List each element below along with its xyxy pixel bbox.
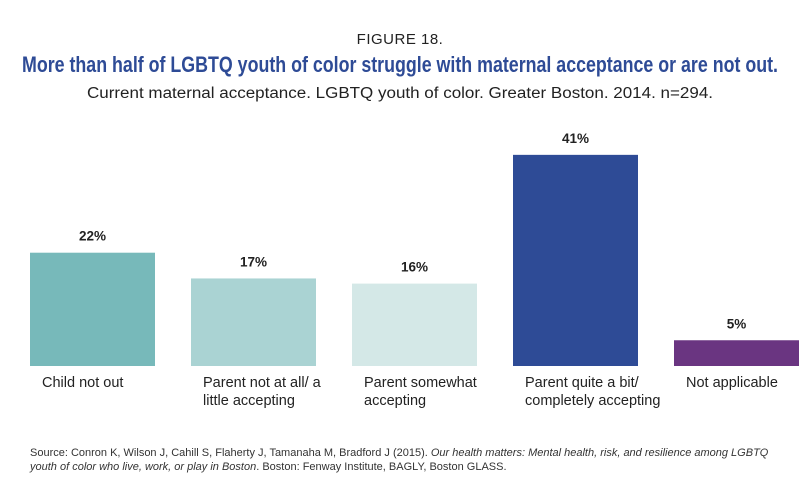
source-text: Source: Conron K, Wilson J, Cahill S, Fl… <box>30 447 431 459</box>
figure-label: FIGURE 18. <box>357 31 444 48</box>
bar <box>191 278 316 366</box>
source-note: Source: Conron K, Wilson J, Cahill S, Fl… <box>30 446 770 474</box>
bar <box>30 252 155 366</box>
category-label: Child not out <box>42 375 124 391</box>
category-label: Not applicable <box>686 375 778 391</box>
value-label: 5% <box>727 316 747 331</box>
value-label: 17% <box>240 254 267 269</box>
value-label: 22% <box>79 229 106 244</box>
source-title: Our health matters: Mental health, risk,… <box>30 447 769 473</box>
category-label: Parent not at all/ a little accepting <box>203 375 321 409</box>
value-label: 41% <box>562 131 589 146</box>
category-label: Parent quite a bit/ completely accepting <box>525 375 661 409</box>
bar <box>352 283 477 366</box>
bar <box>674 340 799 366</box>
value-label: 16% <box>401 260 428 275</box>
chart: FIGURE 18. More than half of LGBTQ youth… <box>22 31 799 366</box>
source-text: . Boston: Fenway Institute, BAGLY, Bosto… <box>256 461 507 473</box>
category-label: Parent somewhat accepting <box>364 375 477 409</box>
bar <box>513 154 638 366</box>
chart-title: More than half of LGBTQ youth of color s… <box>22 52 778 77</box>
chart-subtitle: Current maternal acceptance. LGBTQ youth… <box>87 85 713 102</box>
